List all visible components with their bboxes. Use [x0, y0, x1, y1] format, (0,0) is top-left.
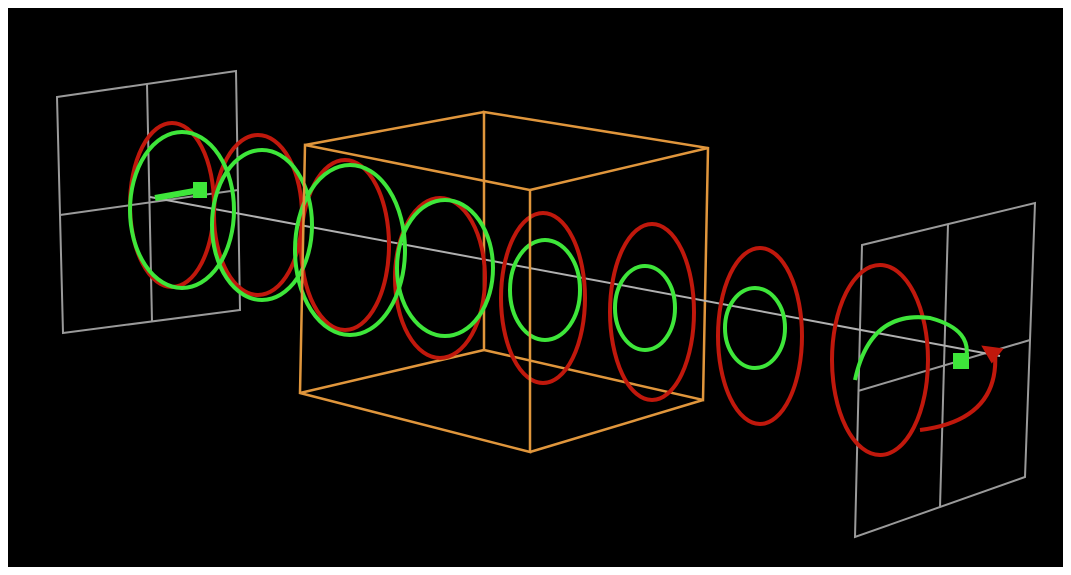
- helix-loop: [210, 148, 314, 302]
- helix-loop: [299, 158, 391, 332]
- grid-line: [59, 189, 239, 216]
- arrow-head: [981, 345, 1004, 364]
- helix-loop: [293, 163, 407, 337]
- helix-loop: [830, 263, 930, 457]
- helix-loop: [608, 222, 696, 402]
- cube-edge: [529, 398, 704, 454]
- helix-loop: [716, 246, 804, 426]
- cube-front: [298, 143, 709, 454]
- left-grid: [55, 69, 242, 335]
- cube-edge: [299, 348, 485, 395]
- cube-edge: [304, 110, 485, 147]
- helix-loop: [393, 196, 487, 360]
- helix-loop: [499, 211, 587, 385]
- helix-loop: [723, 286, 787, 370]
- arrow-shaft: [154, 187, 201, 201]
- arrow-head: [193, 182, 207, 198]
- helix-loop: [508, 238, 582, 342]
- helix-loop: [128, 130, 236, 290]
- arrow-head: [953, 353, 969, 369]
- helix-tail: [853, 315, 969, 381]
- helix-loop: [395, 198, 495, 338]
- grid-frame: [55, 69, 242, 335]
- helix-loop: [613, 264, 677, 352]
- axis: [149, 196, 1001, 357]
- cube-edge: [529, 146, 709, 192]
- grid-frame: [853, 201, 1037, 539]
- green-helix: [128, 130, 969, 381]
- helix-tail: [919, 351, 998, 432]
